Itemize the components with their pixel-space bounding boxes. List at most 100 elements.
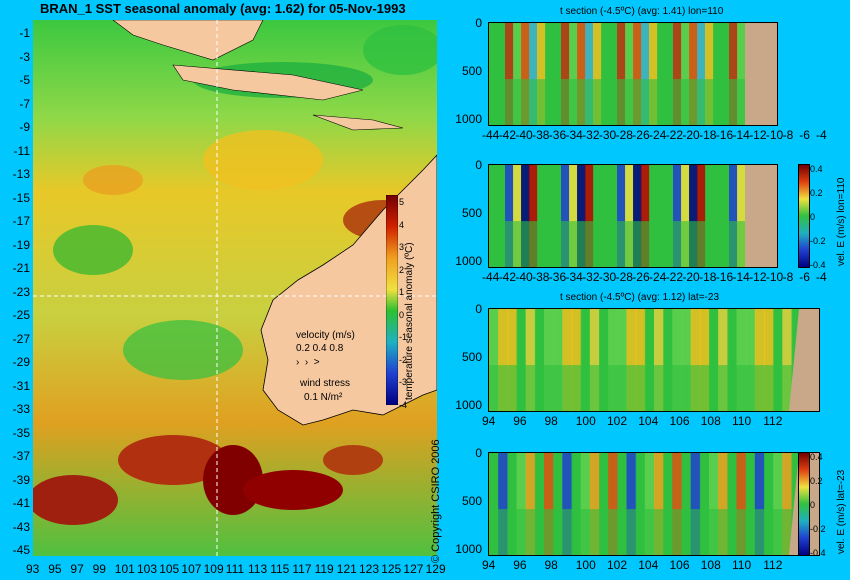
section-stripe (585, 23, 594, 125)
section-stripe (689, 23, 698, 125)
lon-tick-label: 127 (403, 562, 424, 576)
section-stripe (571, 453, 582, 555)
velocity-colorbar-tick: -0.4 (810, 260, 826, 270)
section-stripe (764, 453, 775, 555)
section-stripe (641, 165, 650, 267)
section-stripe (729, 165, 738, 267)
section-stripe (553, 453, 564, 555)
section-stripe (745, 309, 756, 411)
x-tick: -14 (732, 128, 750, 142)
lat-tick-label: -13 (12, 167, 30, 181)
section-plot[interactable] (488, 308, 820, 412)
section-stripe (737, 23, 746, 125)
section-stripe (754, 453, 765, 555)
x-tick: -34 (565, 270, 583, 284)
section-deep-layer (489, 365, 819, 411)
section-deep-layer (489, 509, 819, 555)
x-tick: -4 (816, 270, 827, 284)
section-stripe (697, 165, 706, 267)
x-tick: -10 (765, 128, 784, 142)
section-plot[interactable] (488, 22, 778, 126)
depth-tick: 1000 (455, 398, 482, 412)
depth-tick: 500 (461, 350, 482, 364)
x-tick: 110 (732, 414, 752, 428)
x-tick: -40 (515, 270, 533, 284)
lon-tick-label: 125 (381, 562, 402, 576)
colorbar-tick: 5 (399, 197, 405, 207)
x-tick: 104 (638, 414, 659, 428)
x-tick: 96 (513, 414, 527, 428)
depth-tick: 0 (475, 302, 482, 316)
section-stripe (657, 165, 666, 267)
section-stripe (507, 453, 518, 555)
section-stripe (625, 165, 634, 267)
section-stripe (672, 453, 683, 555)
section-stripe (689, 165, 698, 267)
section-stripe (709, 309, 720, 411)
section-stripe (562, 309, 573, 411)
section-plot[interactable] (488, 452, 820, 556)
section-plot[interactable] (488, 164, 778, 268)
section-stripe (497, 165, 506, 267)
lat-tick-label: -45 (12, 543, 30, 557)
section-stripe (553, 23, 562, 125)
section-stripe (609, 23, 618, 125)
x-tick: -24 (649, 128, 667, 142)
velocity-colorbar-tick: 0 (810, 212, 816, 222)
section-stripe (617, 23, 626, 125)
section-stripe (773, 453, 784, 555)
section-stripe (681, 165, 690, 267)
section-stripe (505, 165, 514, 267)
lat-tick-label: -43 (12, 519, 30, 534)
lat-tick-label: -23 (12, 284, 30, 299)
section-stripe (534, 453, 545, 555)
depth-tick: 1000 (455, 112, 482, 126)
section-stripe (525, 309, 536, 411)
colorbar-tick: -3 (399, 377, 408, 387)
section-stripe (649, 165, 658, 267)
x-tick: -44 (482, 128, 500, 142)
depth-tick: 0 (475, 16, 482, 30)
section-stripe (713, 165, 722, 267)
x-tick: -32 (582, 270, 600, 284)
section-title: t section (-4.5ºC) (avg: 1.12) lat=-23 (560, 292, 719, 303)
x-tick: -6 (799, 270, 810, 284)
section-stripe (673, 23, 682, 125)
section-stripe (537, 23, 546, 125)
lat-tick-label: -19 (12, 237, 30, 252)
wind-stress-label: wind stress (300, 378, 351, 389)
section-stripe (577, 23, 586, 125)
section-deep-layer (489, 221, 777, 267)
section-stripe (729, 23, 738, 125)
section-land-mask (745, 165, 777, 267)
section-stripe (782, 453, 793, 555)
lon-tick-label: 107 (181, 562, 202, 576)
section-stripe (553, 309, 564, 411)
section-stripe (718, 453, 729, 555)
x-tick: -10 (765, 270, 784, 284)
velocity-legend-label: velocity (m/s) (296, 330, 355, 341)
section-stripe (516, 453, 527, 555)
section-stripe (625, 23, 634, 125)
section-stripe (589, 453, 600, 555)
section-land-mask (789, 309, 819, 411)
section-stripe (599, 309, 610, 411)
section-stripe (545, 165, 554, 267)
lat-tick-label: -27 (12, 331, 30, 346)
lon-tick-label: 97 (70, 562, 84, 576)
lon-tick-label: 129 (425, 562, 446, 576)
section-stripe (580, 453, 591, 555)
colorbar-tick: -1 (399, 332, 408, 342)
section-stripe (673, 165, 682, 267)
section-stripe (699, 309, 710, 411)
section-stripe (681, 309, 692, 411)
colorbar-tick: 3 (399, 242, 405, 252)
depth-tick: 0 (475, 158, 482, 172)
depth-tick: 500 (461, 64, 482, 78)
sst-anomaly-map[interactable] (33, 20, 437, 556)
lat-tick-label: -17 (12, 214, 30, 228)
section-land-mask (745, 23, 777, 125)
x-tick: 96 (513, 558, 527, 572)
velocity-arrows-icon: › › > (296, 357, 320, 368)
section-stripe (580, 309, 591, 411)
